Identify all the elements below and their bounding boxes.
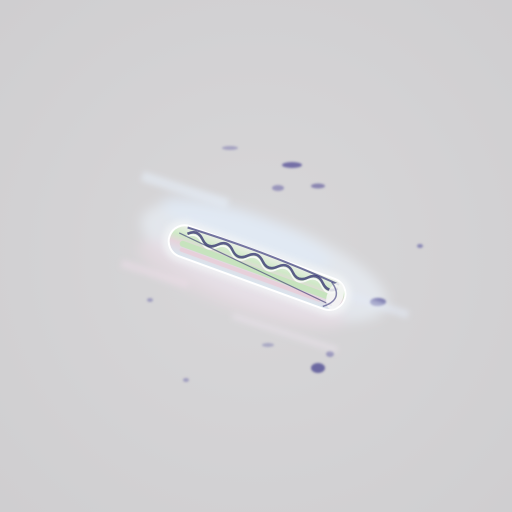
streaks: [120, 171, 410, 353]
elongated-specimen: [162, 219, 352, 316]
